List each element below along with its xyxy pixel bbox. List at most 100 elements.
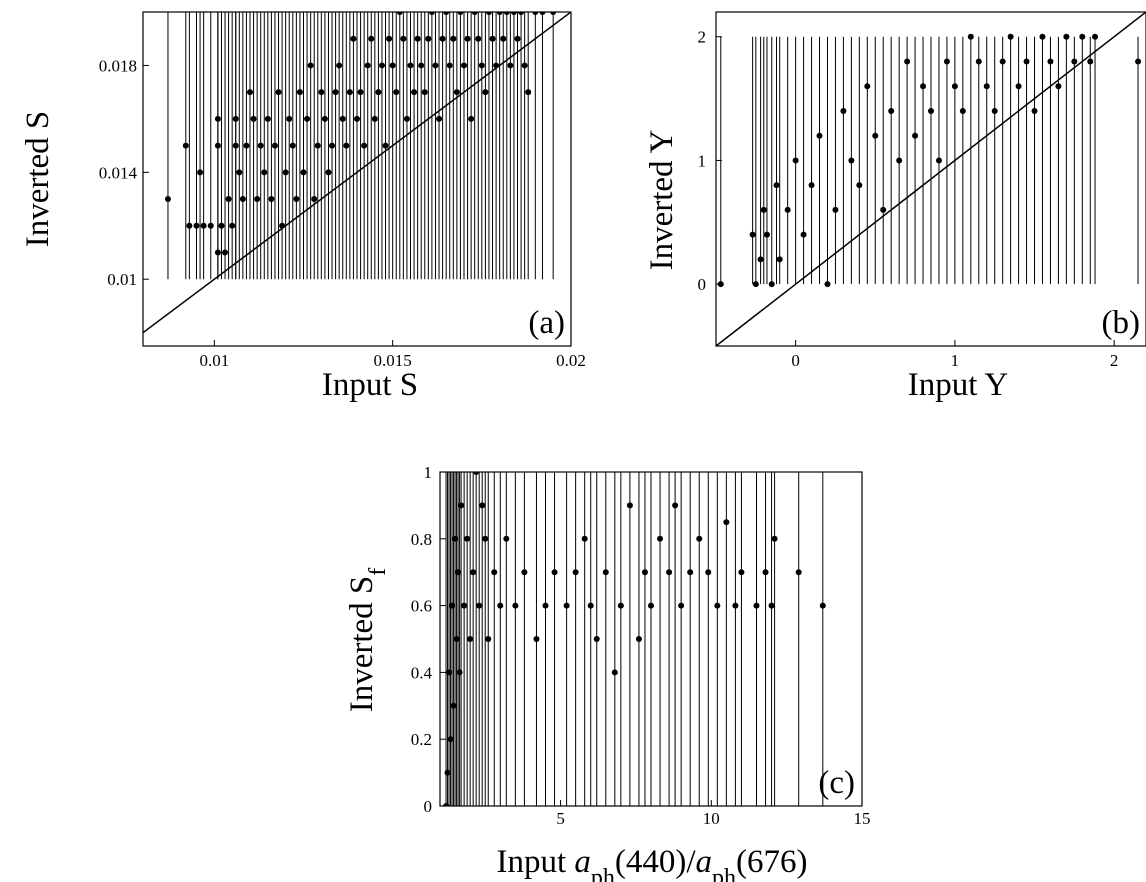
data-point (447, 736, 454, 743)
data-point (232, 142, 239, 149)
data-point (1023, 58, 1030, 65)
data-point (444, 769, 451, 776)
data-point (672, 502, 679, 509)
data-point (1079, 33, 1086, 40)
data-point (648, 602, 654, 609)
data-point (382, 142, 389, 149)
data-point (182, 142, 189, 149)
data-point (225, 196, 232, 203)
data-point (872, 132, 879, 139)
data-point (468, 115, 475, 122)
data-point (332, 89, 339, 96)
data-point (808, 182, 815, 189)
y-axis-label: Inverted Y (644, 130, 680, 271)
data-point (329, 142, 336, 149)
panel-b: 0 1 2 0 1 2 (b) Input Y Inverted Y (644, 11, 1146, 403)
data-point (723, 519, 730, 526)
data-point (641, 569, 648, 576)
x-tick-label: 0 (791, 351, 800, 370)
data-point (453, 89, 460, 96)
data-point (1063, 33, 1070, 40)
data-point (464, 35, 471, 42)
data-point (471, 12, 478, 15)
panel-label: (b) (1102, 305, 1140, 341)
data-point (572, 569, 579, 576)
data-point (473, 472, 480, 475)
data-point (449, 602, 456, 609)
data-point (635, 636, 642, 642)
data-point (491, 569, 498, 576)
data-point (428, 12, 435, 15)
marks (143, 12, 571, 334)
x-tick-label: 0.015 (374, 351, 412, 370)
data-point (476, 602, 483, 609)
data-point (314, 142, 321, 149)
x-axis-label-part: a (574, 844, 591, 880)
data-point (456, 669, 463, 676)
data-point (452, 535, 459, 542)
data-point (1039, 33, 1046, 40)
data-point (983, 83, 990, 90)
data-point (293, 196, 300, 203)
data-point (510, 12, 517, 15)
data-point (197, 169, 204, 176)
data-point (752, 281, 759, 288)
data-point (771, 535, 778, 542)
x-axis-label: Input aph(440)/aph(676) (496, 844, 807, 882)
data-point (760, 206, 767, 213)
data-point (943, 58, 950, 65)
data-point (264, 115, 271, 122)
x-tick-label: 0.02 (556, 351, 586, 370)
data-point (762, 569, 769, 576)
data-point (550, 12, 557, 15)
x-tick-label: 5 (556, 809, 565, 828)
data-point (521, 62, 528, 69)
data-point (768, 602, 775, 609)
marks (716, 12, 1146, 346)
data-point (247, 89, 253, 96)
data-point (792, 157, 799, 164)
y-axis-label: Inverted S (20, 111, 56, 248)
data-point (453, 636, 460, 642)
data-point (485, 636, 492, 642)
data-point (346, 89, 353, 96)
data-point (991, 107, 998, 114)
reference-line (716, 12, 1146, 346)
y-axis-label-part: f (365, 568, 391, 576)
y-tick-label: 0 (424, 797, 433, 816)
y-tick-label: 1 (424, 463, 433, 482)
data-point (602, 569, 609, 576)
data-point (200, 222, 207, 229)
data-point (357, 89, 364, 96)
data-point (539, 12, 546, 15)
data-point (236, 169, 243, 176)
data-point (214, 249, 221, 256)
data-point (514, 35, 521, 42)
data-point (1031, 107, 1038, 114)
data-point (496, 12, 503, 15)
data-point (279, 222, 286, 229)
plot-frame (715, 11, 1146, 347)
data-point (880, 206, 887, 213)
x-tick-label: 10 (703, 809, 720, 828)
data-point (1135, 58, 1142, 65)
data-point (1007, 33, 1014, 40)
data-point (581, 535, 588, 542)
data-point (296, 89, 303, 96)
data-point (403, 115, 410, 122)
data-point (354, 115, 360, 122)
data-point (687, 569, 694, 576)
data-point (732, 602, 739, 609)
data-point (951, 83, 958, 90)
data-point (888, 107, 895, 114)
data-point (186, 222, 193, 229)
data-point (414, 35, 421, 42)
data-point (533, 636, 540, 642)
data-point (497, 602, 504, 609)
x-axis-label: Input Y (908, 367, 1009, 403)
data-point (503, 12, 510, 15)
y-tick-label: 0.4 (411, 663, 433, 682)
data-point (521, 569, 528, 576)
data-point (232, 115, 239, 122)
